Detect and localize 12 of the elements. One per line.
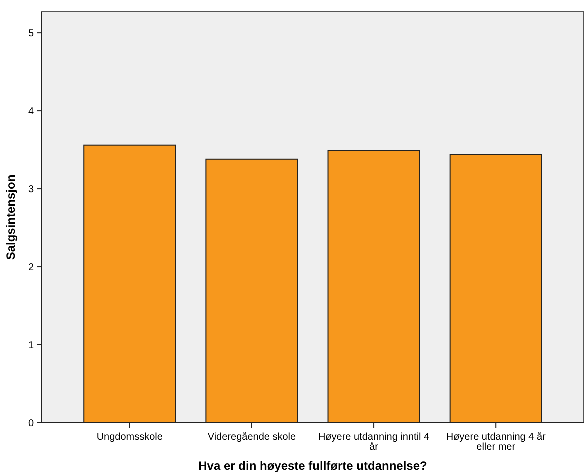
y-tick-label: 5 (28, 28, 34, 40)
y-tick-label: 1 (28, 340, 34, 352)
x-tick-label: Høyere utdanning inntil 4 år (318, 432, 430, 453)
x-axis-title: Hva er din høyeste fullførte utdannelse? (198, 459, 428, 473)
x-tick-label: Ungdomsskole (96, 432, 164, 443)
y-tick-label: 3 (28, 184, 34, 196)
y-tick-label: 4 (28, 106, 34, 118)
x-tick-label: Høyere utdanning 4 år eller mer (446, 431, 547, 453)
y-tick-label: 2 (28, 262, 34, 274)
y-axis-title: Salgsintensjon (4, 174, 18, 260)
x-tick-label: Videregående skole (208, 431, 297, 443)
y-tick-label: 0 (28, 418, 34, 430)
